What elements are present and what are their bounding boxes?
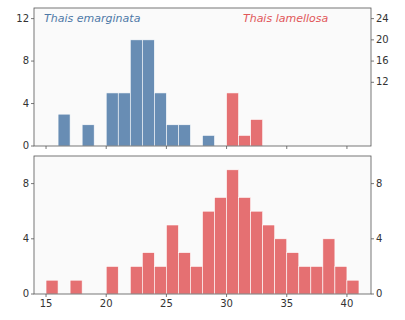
histogram-bar: [142, 253, 154, 294]
histogram-bar: [251, 119, 263, 146]
histogram-bar: [154, 93, 166, 146]
x-tick: [346, 146, 347, 149]
y2-tick-label: 12: [376, 76, 389, 87]
y-tick: [31, 183, 34, 184]
y-tick: [31, 61, 34, 62]
plot-frame: [34, 156, 371, 294]
y2-tick-label: 24: [376, 13, 389, 24]
histogram-bar: [106, 266, 118, 294]
x-tick: [286, 146, 287, 149]
y-tick-label: 0: [23, 140, 29, 151]
y-tick: [31, 238, 34, 239]
x-tick: [166, 294, 167, 297]
histogram-bar: [203, 211, 215, 294]
histogram-bar: [263, 225, 275, 294]
histogram-bar: [106, 93, 118, 146]
y-tick: [31, 18, 34, 19]
y-tick-label: 4: [23, 233, 29, 244]
x-tick: [286, 294, 287, 297]
y2-tick-label: 16: [376, 55, 389, 66]
x-tick: [346, 294, 347, 297]
x-tick-label: 15: [40, 298, 53, 309]
x-tick: [226, 294, 227, 297]
y2-tick: [371, 294, 374, 295]
histogram-bar: [287, 253, 299, 294]
histogram-bar: [46, 280, 58, 294]
y2-tick: [371, 61, 374, 62]
histogram-bar: [178, 125, 190, 146]
bars: [58, 40, 263, 146]
y2-tick-label: 8: [376, 178, 382, 189]
histogram-bar: [178, 253, 190, 294]
x-tick-label: 30: [220, 298, 233, 309]
y2-tick-label: 4: [376, 233, 382, 244]
chart-root: 0 4 8 12 12 16 20 24 Thais emarginata Thais lamel…: [0, 0, 405, 320]
histogram-bar: [82, 125, 94, 146]
y2-tick: [371, 82, 374, 83]
panel: 15 20 25 30 35 40 0 4 8 0 4 8: [23, 156, 383, 309]
y-tick-label: 0: [23, 288, 29, 299]
y-tick: [31, 294, 34, 295]
histogram-bar: [70, 280, 82, 294]
y-tick-label: 8: [23, 55, 29, 66]
histogram-bar: [239, 135, 251, 146]
x-tick: [226, 146, 227, 149]
histogram-bar: [118, 93, 130, 146]
histogram-bar: [347, 280, 359, 294]
y2-tick-label: 0: [376, 288, 382, 299]
histogram-bar: [323, 239, 335, 294]
histogram-bar: [166, 125, 178, 146]
bars: [46, 170, 359, 294]
x-tick: [166, 146, 167, 149]
histogram-bar: [239, 197, 251, 294]
y2-tick: [371, 18, 374, 19]
histogram-bar: [142, 40, 154, 146]
histogram-bar: [190, 266, 202, 294]
y-tick-label: 8: [23, 178, 29, 189]
y2-tick-label: 20: [376, 34, 389, 45]
histogram-bar: [130, 266, 142, 294]
plot-background: [34, 8, 371, 146]
histogram-bar: [203, 135, 215, 146]
histogram-bar: [58, 114, 70, 146]
histogram-bar: [130, 40, 142, 146]
x-tick: [46, 146, 47, 149]
series-label: Thais emarginata: [44, 12, 141, 25]
histogram-bar: [166, 225, 178, 294]
y2-tick: [371, 238, 374, 239]
x-tick: [46, 294, 47, 297]
series-label: Thais lamellosa: [243, 12, 329, 25]
x-tick: [106, 294, 107, 297]
y-tick-label: 12: [16, 13, 29, 24]
histogram-bar: [299, 266, 311, 294]
x-tick-label: 25: [160, 298, 173, 309]
y2-tick: [371, 39, 374, 40]
y-tick-label: 4: [23, 98, 29, 109]
panel: 0 4 8 12 12 16 20 24 Thais emarginata Thais lamel…: [16, 8, 388, 151]
histogram-bar: [154, 266, 166, 294]
x-tick-label: 40: [341, 298, 354, 309]
histogram-bar: [227, 93, 239, 146]
histogram-bar: [251, 211, 263, 294]
histogram-bar: [335, 266, 347, 294]
y2-tick: [371, 183, 374, 184]
plot-frame: [34, 8, 371, 146]
x-tick-label: 35: [280, 298, 293, 309]
histogram-bar: [275, 239, 287, 294]
histogram-bar: [311, 266, 323, 294]
x-tick: [106, 146, 107, 149]
histogram-bar: [215, 197, 227, 294]
y-tick: [31, 103, 34, 104]
y-tick: [31, 146, 34, 147]
histogram-bar: [227, 170, 239, 294]
plot-background: [34, 156, 371, 294]
x-tick-label: 20: [100, 298, 113, 309]
